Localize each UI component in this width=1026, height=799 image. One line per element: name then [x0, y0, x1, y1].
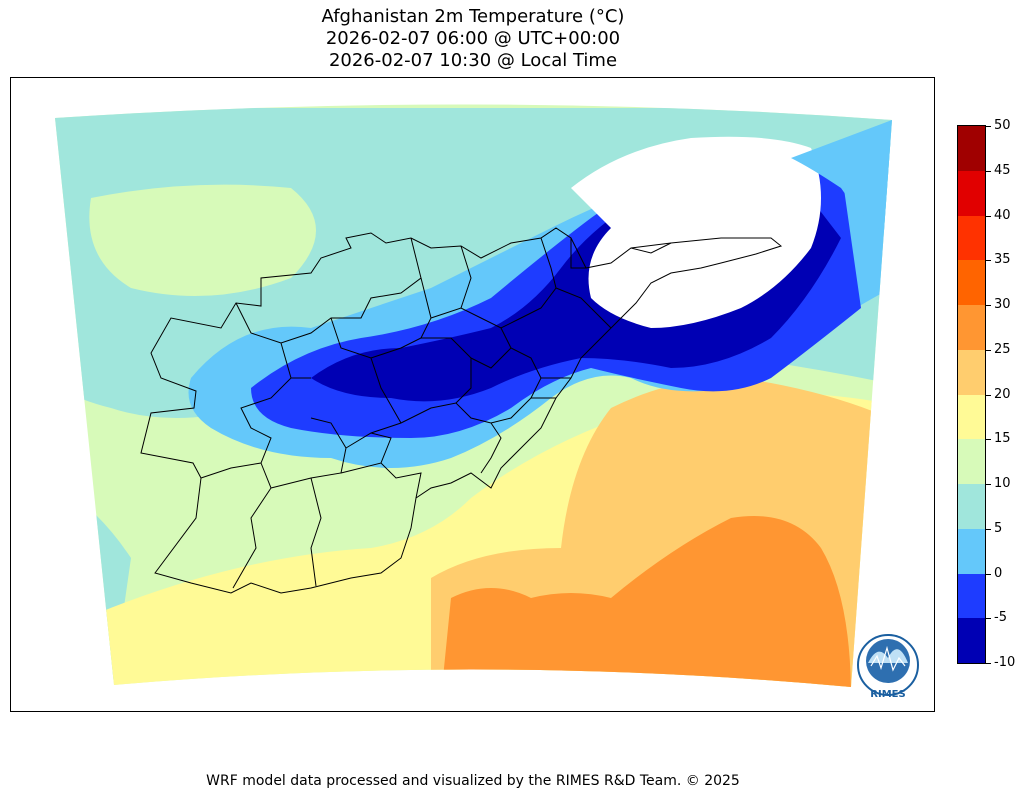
temperature-map: RIMES	[55, 104, 919, 700]
colorbar-segment	[958, 170, 985, 216]
colorbar	[957, 125, 986, 664]
colorbar-tick-label: -10	[994, 655, 1016, 670]
province-line	[630, 242, 672, 254]
national-border	[140, 227, 783, 594]
rimes-logo-text: RIMES	[870, 689, 905, 700]
province-line	[310, 477, 322, 587]
colorbar-tick	[986, 349, 991, 351]
band-25-30-south	[441, 516, 851, 687]
province-line	[430, 237, 557, 329]
colorbar-tick	[986, 484, 991, 485]
below-minus10-region	[571, 136, 821, 328]
colorbar-segment	[958, 484, 985, 529]
map-frame: RIMES	[10, 77, 935, 712]
province-line	[340, 462, 422, 499]
province-line	[232, 462, 272, 589]
colorbar-segment	[958, 573, 985, 619]
colorbar-tick-label: 15	[994, 431, 1011, 447]
colorbar-tick-label: 20	[994, 386, 1011, 402]
province-line	[370, 432, 392, 464]
province-line	[470, 347, 512, 369]
colorbar-tick	[986, 439, 991, 441]
colorbar-tick	[986, 394, 991, 396]
colorbar-tick	[986, 618, 991, 620]
colorbar-tick	[986, 170, 991, 172]
colorbar-segment	[958, 349, 985, 395]
colorbar-tick-label: 40	[994, 207, 1011, 223]
colorbar-tick-label: 25	[994, 341, 1011, 357]
province-line	[345, 397, 556, 449]
title-utc-time: 2026-02-07 06:00 @ UTC+00:00	[325, 28, 621, 49]
colorbar-segment	[958, 528, 985, 574]
province-line	[500, 327, 542, 399]
colorbar-segment	[958, 394, 985, 440]
colorbar-segment	[958, 439, 985, 484]
map-title: Afghanistan 2m Temperature (°C) 2026-02-…	[10, 6, 936, 72]
province-line	[460, 245, 472, 309]
province-line	[280, 342, 292, 379]
colorbar-segment	[958, 260, 985, 305]
colorbar-segment	[958, 305, 985, 350]
colorbar-segment	[958, 215, 985, 261]
province-line	[200, 377, 311, 479]
colorbar-tick	[986, 215, 991, 217]
colorbar-tick	[986, 528, 991, 530]
colorbar-tick	[986, 305, 991, 306]
colorbar-tick-label: 50	[994, 118, 1011, 133]
rimes-logo: RIMES	[857, 634, 919, 700]
colorbar-tick-label: 10	[994, 476, 1011, 491]
province-line	[235, 237, 422, 344]
colorbar-tick	[986, 663, 991, 664]
band-0-5-ne	[791, 120, 892, 238]
province-line	[555, 287, 612, 329]
band-10-15-nw	[89, 184, 316, 296]
colorbar-tick-label: -5	[994, 610, 1007, 626]
colorbar-tick-label: 30	[994, 297, 1011, 312]
title-variable: Afghanistan 2m Temperature (°C)	[321, 6, 625, 27]
colorbar-segment	[958, 126, 985, 171]
colorbar-tick-label: 0	[994, 565, 1003, 581]
credits-footer: WRF model data processed and visualized …	[206, 773, 740, 789]
province-line	[270, 417, 347, 489]
colorbar-tick-label: 45	[994, 162, 1011, 178]
province-line	[480, 422, 502, 474]
colorbar-tick-label: 35	[994, 252, 1011, 268]
colorbar-segment	[958, 618, 985, 663]
colorbar-tick	[986, 260, 991, 262]
temperature-field	[55, 104, 892, 687]
colorbar-tick-label: 5	[994, 520, 1003, 536]
province-borders	[140, 227, 783, 594]
province-line	[570, 238, 586, 269]
colorbar-tick	[986, 126, 991, 127]
province-line	[370, 357, 402, 424]
title-local-time: 2026-02-07 10:30 @ Local Time	[328, 50, 618, 71]
colorbar-tick	[986, 573, 991, 575]
